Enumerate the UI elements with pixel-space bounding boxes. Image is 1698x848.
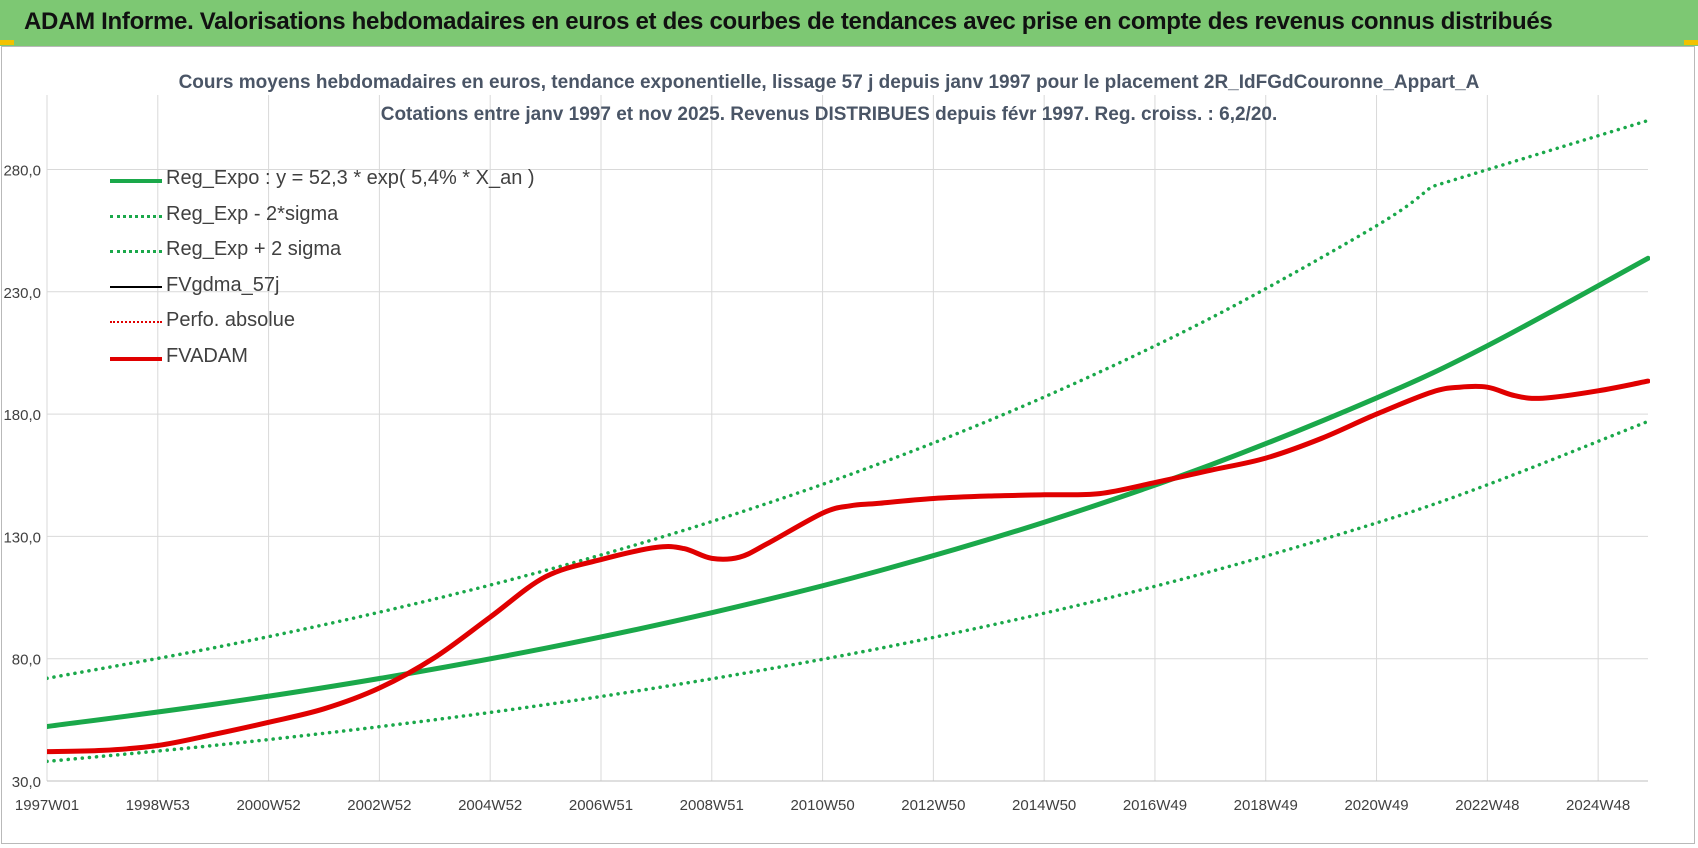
y-tick-label: 80,0 xyxy=(12,652,41,669)
legend-label: FVADAM xyxy=(166,344,248,367)
x-tick-label: 2018W49 xyxy=(1234,797,1298,814)
corner-marker-left xyxy=(0,40,14,45)
legend-swatch xyxy=(110,250,162,253)
chart-subtitle: Cotations entre janv 1997 et nov 2025. R… xyxy=(380,104,1278,125)
chart-grid xyxy=(46,95,1648,782)
legend-label: Reg_Exp + 2 sigma xyxy=(166,238,342,260)
series-line-5 xyxy=(47,378,1650,755)
x-tick-label: 2008W51 xyxy=(680,797,744,814)
y-tick-label: 180,0 xyxy=(3,407,41,424)
x-tick-label: 2022W48 xyxy=(1455,797,1519,814)
x-tick-label: 2006W51 xyxy=(569,797,633,814)
corner-marker-right xyxy=(1684,40,1698,45)
chart-title: Cours moyens hebdomadaires en euros, ten… xyxy=(178,72,1480,93)
x-tick-label: 2012W50 xyxy=(901,797,965,814)
x-tick-label: 2004W52 xyxy=(458,797,522,814)
chart-series xyxy=(47,118,1650,764)
legend-label: FVgdma_57j xyxy=(166,273,280,296)
legend-swatch xyxy=(110,214,162,218)
legend-label: Perfo. absolue xyxy=(166,309,295,331)
y-tick-label: 130,0 xyxy=(3,529,41,546)
banner-title: ADAM Informe. Valorisations hebdomadaire… xyxy=(24,8,1553,35)
x-tick-label: 2002W52 xyxy=(347,797,411,814)
legend-label: Reg_Exp - 2*sigma xyxy=(166,202,339,225)
x-tick-label: 2010W50 xyxy=(790,797,854,814)
x-tick-label: 2016W49 xyxy=(1123,797,1187,814)
banner: ADAM Informe. Valorisations hebdomadaire… xyxy=(0,0,1698,46)
series-line-1 xyxy=(47,419,1650,764)
y-tick-label: 30,0 xyxy=(12,774,41,791)
y-tick-label: 280,0 xyxy=(3,162,41,179)
x-tick-label: 2020W49 xyxy=(1344,797,1408,814)
legend-swatch xyxy=(110,179,162,183)
series-line-0 xyxy=(47,255,1650,729)
x-tick-label: 1997W01 xyxy=(15,797,79,814)
x-tick-label: 2014W50 xyxy=(1012,797,1076,814)
chart-frame xyxy=(1,46,1695,844)
legend-label: Reg_Expo : y = 52,3 * exp( 5,4% * X_an ) xyxy=(166,167,535,189)
x-tick-label: 2024W48 xyxy=(1566,797,1630,814)
legend-swatch xyxy=(110,356,162,361)
y-tick-label: 230,0 xyxy=(3,285,41,302)
chart-ticks: 30,0 80,0 130,0 180,0 230,0 280,0 1997W01 1998W… xyxy=(3,162,1630,814)
x-tick-label: 1998W53 xyxy=(126,797,190,814)
series-line-2 xyxy=(47,118,1650,681)
x-tick-label: 2000W52 xyxy=(236,797,300,814)
legend-swatch xyxy=(110,285,162,288)
legend-swatch xyxy=(110,321,162,323)
